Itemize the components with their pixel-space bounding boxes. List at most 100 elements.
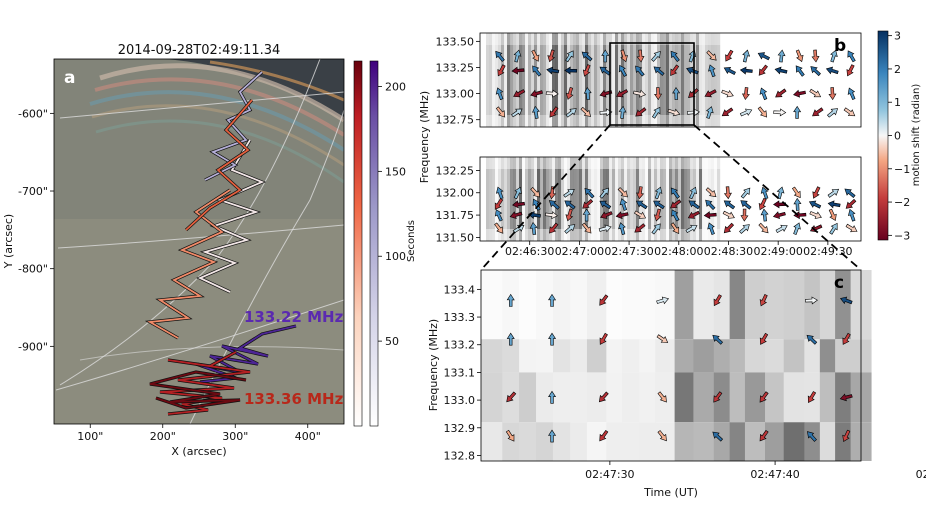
motion-arrow bbox=[564, 66, 578, 75]
spectrum-column bbox=[525, 33, 529, 127]
spectrum-cell bbox=[606, 339, 623, 373]
y-tick-label: -800" bbox=[18, 263, 48, 276]
motion-arrow bbox=[839, 296, 853, 305]
spectrum-cell bbox=[519, 270, 537, 340]
motion-arrow bbox=[599, 66, 612, 76]
motion-arrow bbox=[584, 187, 595, 199]
motion-arrow bbox=[653, 66, 665, 76]
motion-arrow bbox=[828, 208, 837, 222]
motion-arrow bbox=[828, 87, 837, 101]
spectrum-column bbox=[639, 157, 643, 241]
motion-arrow bbox=[633, 210, 647, 219]
motion-arrow bbox=[545, 211, 558, 220]
spectrum-cell bbox=[744, 372, 766, 423]
spectrum-column bbox=[654, 157, 658, 241]
spectrum-column bbox=[660, 33, 664, 127]
motion-arrow bbox=[598, 224, 612, 233]
spectrum-cell bbox=[606, 422, 623, 461]
spectrum-column bbox=[621, 33, 625, 127]
spectrum-column bbox=[696, 33, 700, 127]
spectrum-cell bbox=[570, 422, 588, 461]
motion-arrow bbox=[846, 64, 855, 77]
motion-arrow bbox=[758, 222, 769, 234]
panel-c-spectrum bbox=[481, 270, 872, 461]
spectrum-cell bbox=[729, 339, 746, 373]
spectrum-column bbox=[516, 157, 520, 241]
motion-arrow bbox=[847, 208, 856, 222]
spectrum-cell bbox=[783, 339, 805, 373]
motion-arrow bbox=[616, 89, 629, 98]
motion-arrow bbox=[511, 66, 525, 75]
spectrum-column bbox=[576, 33, 580, 127]
spectrum-fade bbox=[480, 229, 861, 241]
spectrum-column bbox=[510, 157, 514, 241]
motion-arrow bbox=[582, 208, 591, 222]
motion-arrow bbox=[563, 188, 575, 198]
motion-arrow bbox=[721, 107, 734, 117]
spectrum-cell bbox=[481, 270, 503, 340]
motion-arrow bbox=[844, 188, 856, 199]
x-tick-label: 02:49:30 bbox=[803, 245, 852, 258]
spectrum-column bbox=[672, 157, 676, 241]
spectrum-cell bbox=[552, 270, 571, 340]
motion-arrow bbox=[713, 294, 722, 307]
panel-c-ylabel: Frequency (MHz) bbox=[427, 319, 440, 411]
spectrum-cell bbox=[693, 372, 715, 423]
spectrum-column bbox=[486, 33, 490, 127]
motion-arrow bbox=[565, 108, 577, 118]
motion-arrow bbox=[545, 89, 559, 98]
spectrum-cell bbox=[765, 422, 785, 461]
motion-arrow bbox=[599, 187, 609, 199]
spectrum-column bbox=[510, 33, 514, 127]
spectrum-column bbox=[489, 157, 493, 241]
motion-arrow bbox=[739, 224, 750, 234]
spectrum-cell bbox=[783, 372, 805, 423]
motion-arrow bbox=[548, 390, 557, 404]
spectrum-column bbox=[531, 33, 535, 127]
panel-a-frame bbox=[53, 58, 345, 425]
motion-arrow bbox=[843, 107, 856, 117]
motion-arrow bbox=[513, 186, 522, 200]
motion-arrow bbox=[847, 50, 856, 63]
motion-arrow bbox=[651, 50, 661, 62]
spectrum-cell bbox=[693, 422, 715, 461]
spectrum-cell bbox=[481, 372, 503, 423]
spectrum-column bbox=[495, 33, 499, 127]
spectrum-column bbox=[693, 157, 697, 241]
spectrum-column bbox=[657, 33, 661, 127]
motion-arrow bbox=[772, 211, 786, 220]
y-tick-label: -900" bbox=[18, 340, 48, 353]
motion-arrow bbox=[685, 224, 698, 234]
y-tick-label: 131.50 bbox=[436, 231, 475, 244]
freq-label-red: 133.36 MHz bbox=[244, 390, 344, 408]
spectrum-column bbox=[633, 157, 637, 241]
spectrum-cell bbox=[519, 372, 537, 423]
spectrum-column bbox=[696, 157, 700, 241]
motion-arrow bbox=[506, 332, 515, 346]
spectrum-column bbox=[579, 157, 583, 241]
spectrum-cell bbox=[765, 372, 785, 423]
panel-c-xlabel: Time (UT) bbox=[643, 486, 698, 499]
colorbar-motion-ticks: 3 2 1 0 −1 −2 −3 bbox=[888, 30, 910, 242]
motion-arrow bbox=[670, 50, 680, 63]
spectrum-cell bbox=[835, 422, 852, 461]
spectrum-cell bbox=[639, 339, 656, 373]
spectrum-column bbox=[681, 157, 685, 241]
spectrum-column bbox=[534, 33, 538, 127]
spectrum-column bbox=[708, 157, 712, 241]
x-tick-label: 02:47:40 bbox=[750, 468, 799, 481]
motion-arrow bbox=[495, 186, 504, 200]
panel-b: 133.50 133.25 133.00 132.75 132.25 132.00 131.… bbox=[418, 30, 922, 258]
spectrum-column bbox=[645, 33, 649, 127]
spectrum-column bbox=[597, 157, 601, 241]
y-tick-label: 132.8 bbox=[444, 449, 476, 462]
motion-arrow bbox=[759, 332, 769, 345]
spectrum-cell bbox=[586, 270, 607, 340]
spectrum-column bbox=[705, 33, 709, 127]
spectrum-column bbox=[630, 33, 634, 127]
spectrum-column bbox=[501, 157, 505, 241]
motion-arrow bbox=[633, 89, 647, 98]
spectrum-column bbox=[504, 33, 508, 127]
spectrum-column bbox=[714, 33, 718, 127]
